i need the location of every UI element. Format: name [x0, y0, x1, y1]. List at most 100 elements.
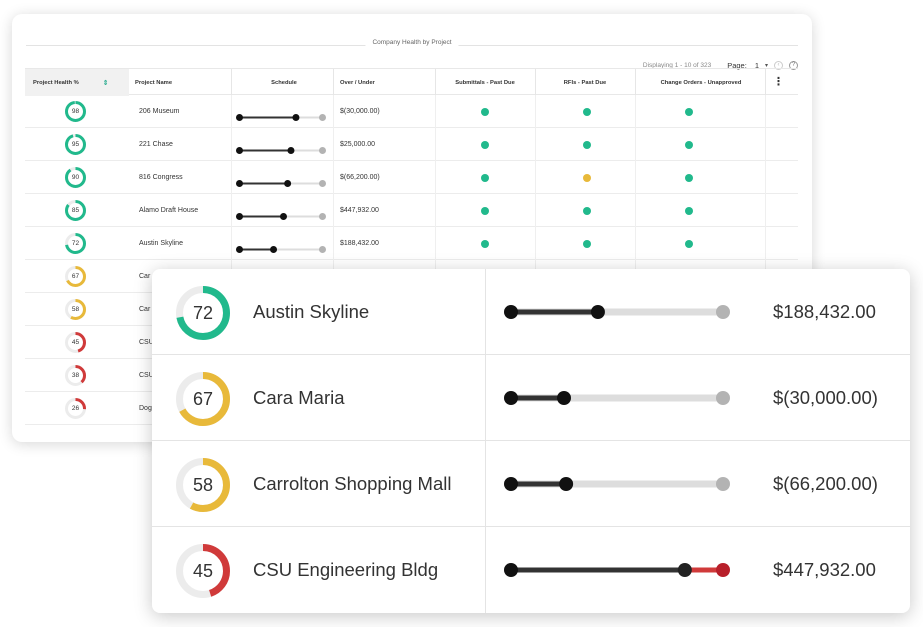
- detail-row[interactable]: 58 Carrolton Shopping Mall $(66,200.00): [152, 441, 910, 527]
- col-header-rfis[interactable]: RFIs - Past Due: [563, 79, 607, 86]
- health-gauge-ring: [65, 167, 86, 188]
- health-value: 67: [71, 273, 80, 280]
- table-row[interactable]: 98 206 Museum $(30,000.00): [25, 95, 798, 128]
- health-gauge: 95: [65, 134, 86, 155]
- zoom-detail-card: 72 Austin Skyline $188,432.00 67 Cara Maria $…: [152, 269, 910, 613]
- schedule-bar: [236, 114, 326, 121]
- schedule-cell: [236, 108, 326, 121]
- nav-back-icon[interactable]: ‹: [774, 60, 783, 70]
- col-divider: [765, 161, 766, 194]
- schedule-bar: [504, 563, 730, 577]
- schedule-start-dot: [236, 147, 243, 154]
- project-name[interactable]: 816 Congress: [139, 174, 183, 181]
- table-header: Project Health % ⇕ Project Name Schedule…: [25, 68, 798, 96]
- project-name[interactable]: Car: [139, 306, 151, 313]
- submittals-status-dot: [481, 207, 489, 215]
- pagination-bar: Displaying 1 - 10 of 323 Page: 1 ▾ ‹ ?: [643, 58, 798, 72]
- health-value: 45: [71, 339, 80, 346]
- help-icon[interactable]: ?: [789, 60, 798, 70]
- gauge-fill: [176, 458, 230, 512]
- col-divider: [535, 69, 536, 96]
- health-gauge-ring: [65, 200, 86, 221]
- table-row[interactable]: 95 221 Chase $25,000.00: [25, 128, 798, 161]
- rfis-status-dot: [583, 240, 591, 248]
- health-gauge-ring: [65, 266, 86, 287]
- health-gauge: 90: [65, 167, 86, 188]
- schedule-progress-dot: [677, 563, 692, 577]
- detail-row[interactable]: 67 Cara Maria $(30,000.00): [152, 355, 910, 441]
- schedule-cell: [504, 563, 730, 577]
- project-name[interactable]: CSU Engineering Bldg: [253, 559, 439, 580]
- table-row[interactable]: 85 Alamo Draft House $447,932.00: [25, 194, 798, 227]
- submittals-status-dot: [481, 108, 489, 116]
- project-name[interactable]: Carrolton Shopping Mall: [253, 473, 452, 494]
- col-divider: [765, 227, 766, 260]
- schedule-progress-dot: [284, 180, 292, 187]
- health-value: 67: [192, 388, 214, 409]
- project-name[interactable]: Cara Maria: [253, 387, 345, 408]
- table-row[interactable]: 72 Austin Skyline $188,432.00: [25, 227, 798, 260]
- schedule-start-dot: [236, 213, 243, 220]
- change-orders-status-dot: [685, 108, 693, 116]
- project-name[interactable]: Austin Skyline: [253, 301, 370, 322]
- col-header-name[interactable]: Project Name: [135, 79, 173, 86]
- schedule-bar: [504, 305, 730, 319]
- rfis-status-dot: [583, 141, 591, 149]
- schedule-progress-dot: [292, 114, 300, 121]
- col-divider: [231, 69, 232, 96]
- health-gauge: 26: [65, 398, 86, 419]
- col-header-health[interactable]: Project Health % ⇕: [25, 69, 129, 96]
- sort-icon[interactable]: ⇕: [102, 79, 109, 87]
- schedule-bar: [236, 180, 326, 187]
- col-divider: [435, 95, 436, 128]
- health-gauge-ring: [65, 398, 86, 419]
- schedule-bar: [236, 213, 326, 220]
- health-gauge-ring: [176, 372, 230, 426]
- health-value: 58: [192, 474, 214, 495]
- health-gauge-ring: [65, 299, 86, 320]
- detail-row[interactable]: 45 CSU Engineering Bldg $447,932.00: [152, 527, 910, 613]
- health-gauge-ring: [176, 458, 230, 512]
- project-name[interactable]: Alamo Draft House: [139, 207, 199, 214]
- schedule-progress-dot: [557, 391, 571, 405]
- col-header-schedule[interactable]: Schedule: [271, 79, 297, 86]
- schedule-end-dot: [716, 391, 730, 405]
- col-header-submittals[interactable]: Submittals - Past Due: [455, 79, 515, 86]
- col-divider: [635, 128, 636, 161]
- project-name[interactable]: Austin Skyline: [139, 240, 183, 247]
- schedule-start-dot: [236, 246, 243, 253]
- col-header-change-orders[interactable]: Change Orders - Unapproved: [660, 79, 742, 86]
- over-under-value: $(30,000.00): [340, 108, 380, 115]
- card-title-row: Company Health by Project: [26, 38, 798, 52]
- over-under-value: $(30,000.00): [773, 387, 878, 408]
- more-vertical-icon[interactable]: ⋮: [773, 76, 784, 88]
- table-row[interactable]: 90 816 Congress $(66,200.00): [25, 161, 798, 194]
- over-under-value: $(66,200.00): [340, 174, 380, 181]
- project-name[interactable]: CSU: [139, 339, 154, 346]
- project-name[interactable]: Car: [139, 273, 151, 280]
- col-divider: [635, 69, 636, 96]
- project-name[interactable]: Dog: [139, 405, 152, 412]
- col-divider: [231, 194, 232, 227]
- schedule-start-dot: [504, 305, 518, 319]
- gauge-fill: [65, 266, 86, 287]
- project-name[interactable]: 206 Museum: [139, 108, 180, 115]
- project-name[interactable]: CSU: [139, 372, 154, 379]
- page-select[interactable]: 1: [754, 60, 759, 70]
- schedule-cell: [504, 391, 730, 405]
- health-gauge: 45: [176, 544, 230, 598]
- col-divider: [333, 227, 334, 260]
- project-name[interactable]: 221 Chase: [139, 141, 173, 148]
- col-header-over-under[interactable]: Over / Under: [340, 79, 375, 86]
- health-value: 45: [192, 560, 214, 581]
- gauge-fill: [65, 233, 86, 254]
- detail-row[interactable]: 72 Austin Skyline $188,432.00: [152, 269, 910, 355]
- change-orders-status-dot: [685, 207, 693, 215]
- health-gauge: 45: [65, 332, 86, 353]
- display-count: Displaying 1 - 10 of 323: [642, 61, 712, 69]
- col-divider: [333, 161, 334, 194]
- caret-down-icon[interactable]: ▾: [764, 62, 768, 69]
- over-under-value: $25,000.00: [340, 141, 376, 148]
- health-gauge-ring: [65, 134, 86, 155]
- health-value: 38: [71, 372, 80, 379]
